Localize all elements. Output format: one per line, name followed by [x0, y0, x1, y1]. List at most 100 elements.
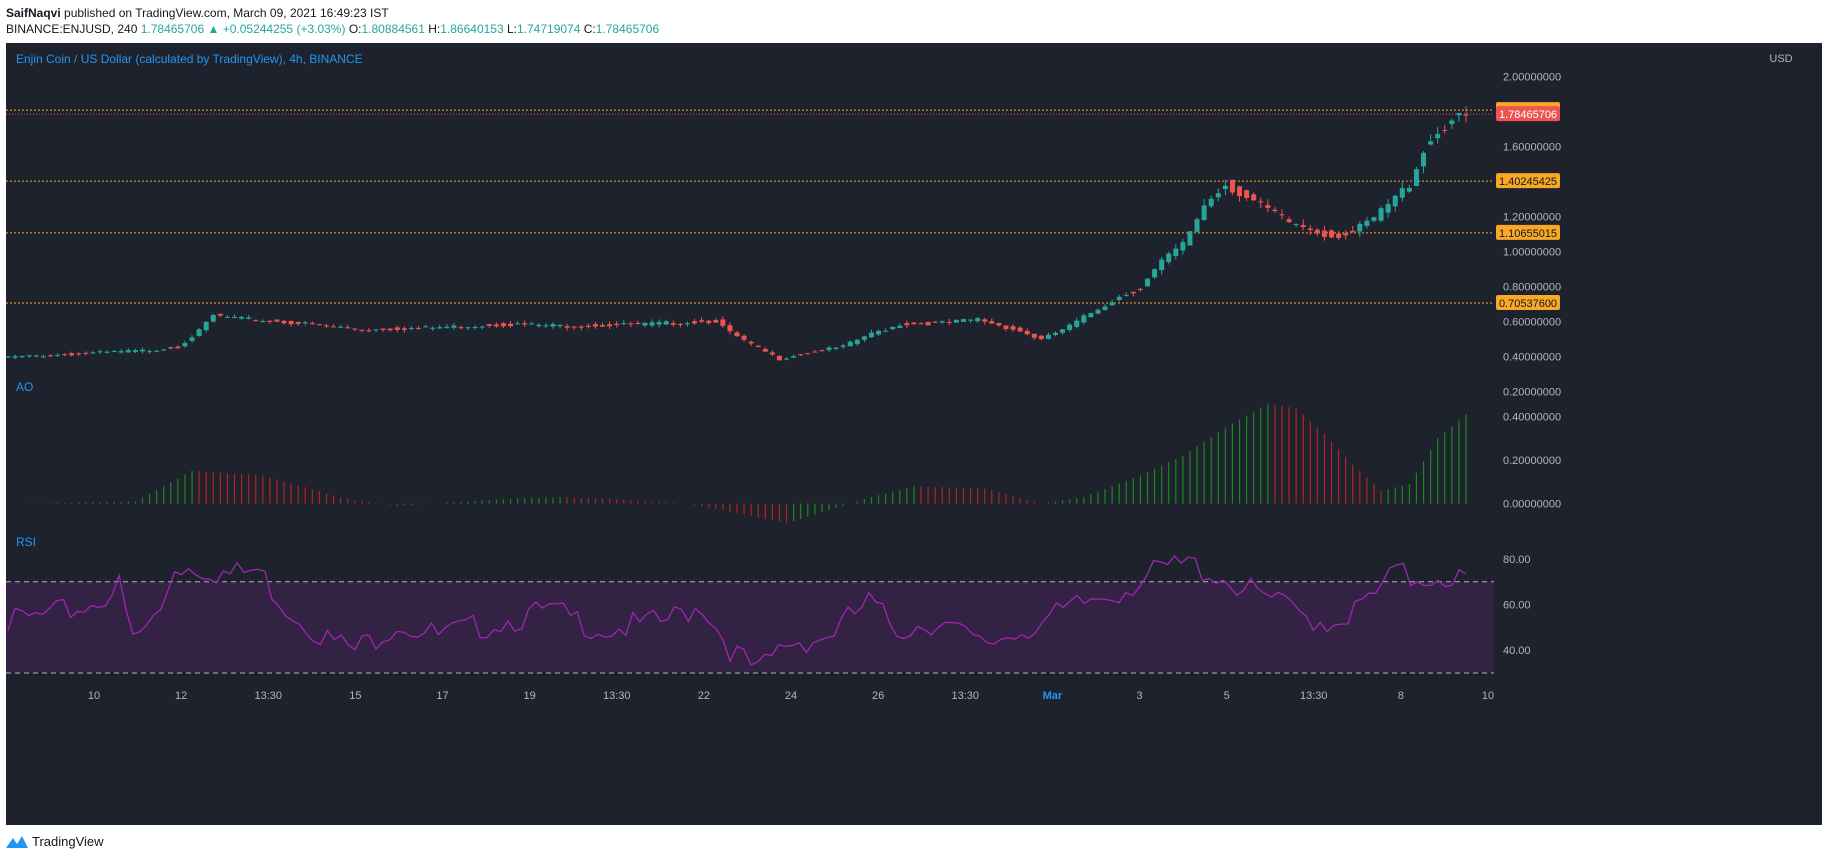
candle-body [607, 324, 613, 327]
candle-body [1413, 169, 1419, 187]
candle-body [670, 323, 676, 325]
rsi-pane[interactable]: RSI 80.00 60.00 40.00 [6, 535, 1531, 674]
candle-body [713, 319, 719, 323]
candle-body [1336, 233, 1342, 238]
candle-body [352, 328, 358, 330]
chart-canvas[interactable]: Enjin Coin / US Dollar (calculated by Tr… [6, 43, 1822, 825]
high-label: H: [428, 22, 441, 36]
candle-body [1265, 205, 1271, 208]
candle-body [1173, 248, 1179, 257]
ao-title: AO [16, 380, 33, 394]
candle-body [132, 350, 138, 352]
brand-name: TradingView [32, 834, 104, 849]
candle-body [649, 322, 655, 326]
candle-body [1081, 315, 1087, 323]
price-axis: 2.00000000 1.60000000 1.20000000 1.00000000… [1503, 72, 1561, 399]
candle-body [26, 355, 32, 357]
candle-body [529, 323, 535, 325]
candle-body [1201, 205, 1207, 221]
candle-body [600, 325, 606, 327]
candle-body [1159, 259, 1165, 271]
candle-body [118, 351, 124, 353]
candle-body [359, 329, 365, 331]
currency-label: USD [1769, 53, 1792, 65]
low-label: L: [506, 22, 517, 36]
candle-body [975, 318, 981, 322]
candle-body [1166, 253, 1172, 263]
time-tick-label: 3 [1136, 690, 1142, 702]
candle-body [578, 326, 584, 328]
candle-body [812, 351, 818, 353]
candle-body [1350, 230, 1356, 233]
candle-body [1357, 223, 1363, 232]
candle-body [968, 319, 974, 321]
last-price-tag [1496, 106, 1560, 122]
candle-body [1421, 152, 1427, 167]
ao-pane[interactable]: AO 0.40000000 0.20000000 0.00000000 [8, 380, 1561, 524]
candle-body [692, 321, 698, 324]
candle-body [1088, 313, 1094, 318]
candle-body [1017, 327, 1023, 332]
rsi-axis: 80.00 60.00 40.00 [1503, 554, 1531, 657]
candle-body [366, 330, 372, 332]
candle-body [1102, 306, 1108, 311]
candle-body [451, 325, 457, 328]
candle-body [1215, 193, 1221, 198]
candle-body [791, 356, 797, 358]
candle-body [465, 327, 471, 329]
candle-body [699, 320, 705, 322]
candle-body [1229, 179, 1235, 193]
candle-body [267, 320, 273, 322]
candle-body [897, 325, 903, 328]
candle-body [833, 347, 839, 349]
candle-body [182, 343, 188, 347]
candle-body [239, 316, 245, 319]
candle-body [161, 349, 167, 351]
level-tag-label: 1.40245425 [1499, 176, 1557, 188]
candle-body [316, 324, 322, 326]
candle-body [1038, 335, 1044, 340]
candle-body [515, 323, 521, 325]
candle-body [911, 322, 917, 325]
candle-body [656, 322, 662, 325]
candle-body [642, 322, 648, 326]
candle-body [522, 323, 528, 325]
candle-body [175, 346, 181, 349]
time-tick-label: 13:30 [603, 690, 631, 702]
candle-body [769, 352, 775, 355]
candle-body [408, 327, 414, 329]
candle-body [1321, 230, 1327, 237]
time-axis: 10 12 13:30 15 17 19 13:30 22 24 26 13:30 Mar 3 5 13:3… [88, 690, 1494, 702]
candle-body [1435, 134, 1441, 139]
candle-body [47, 355, 53, 357]
candle-body [755, 345, 761, 348]
time-tick-label: 13:30 [951, 690, 979, 702]
candle-body [416, 327, 422, 329]
candle-body [798, 354, 804, 356]
candle-body [1314, 229, 1320, 234]
candle-body [493, 324, 499, 327]
candle-body [83, 352, 89, 354]
candle-body [932, 321, 938, 323]
ao-tick-label: 0.40000000 [1503, 412, 1561, 424]
candle-body [260, 321, 266, 323]
rsi-tick-label: 40.00 [1503, 645, 1531, 657]
chart-background [6, 43, 1822, 825]
candle-body [826, 347, 832, 350]
candle-body [1258, 201, 1264, 203]
time-tick-label: 5 [1224, 690, 1230, 702]
ao-axis: 0.40000000 0.20000000 0.00000000 [1503, 412, 1561, 511]
candle-body [1293, 224, 1299, 226]
candle-body [1052, 332, 1058, 335]
candle-body [996, 322, 1002, 326]
price-pane[interactable]: Enjin Coin / US Dollar (calculated by Tr… [6, 52, 1793, 399]
candle-body [557, 324, 563, 327]
candle-body [302, 322, 308, 324]
candle-body [1116, 296, 1122, 300]
candle-body [635, 322, 641, 324]
time-tick-label: 12 [175, 690, 187, 702]
candle-body [1031, 333, 1037, 338]
candle-body [139, 349, 145, 352]
candle-body [55, 354, 61, 356]
candle-body [1045, 334, 1051, 339]
